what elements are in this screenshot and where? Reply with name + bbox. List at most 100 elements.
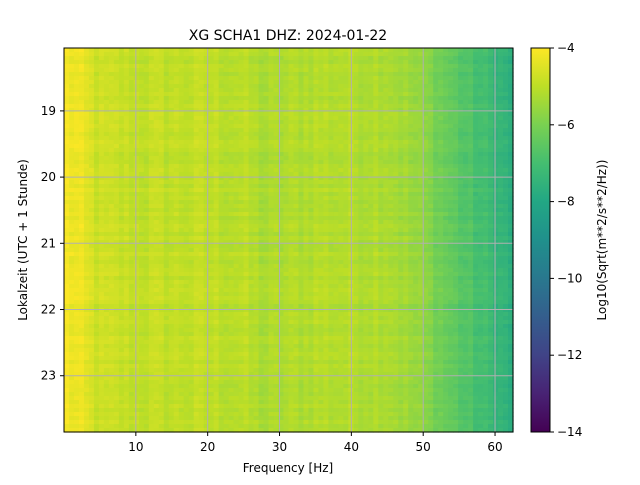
heatmap-cell (333, 172, 339, 177)
heatmap-cell (438, 220, 444, 225)
heatmap-cell (113, 216, 120, 221)
heatmap-cell (403, 112, 409, 117)
heatmap-cell (118, 256, 125, 261)
heatmap-cell (353, 192, 359, 197)
heatmap-cell (383, 88, 389, 93)
heatmap-cell (383, 256, 389, 261)
heatmap-cell (428, 208, 434, 213)
heatmap-cell (73, 176, 80, 181)
heatmap-cell (443, 232, 449, 237)
heatmap-cell (433, 48, 439, 53)
heatmap-cell (458, 160, 464, 165)
heatmap-cell (153, 128, 160, 133)
heatmap-cell (183, 112, 190, 117)
heatmap-cell (183, 180, 190, 185)
heatmap-cell (343, 224, 349, 229)
heatmap-cell (198, 192, 205, 197)
heatmap-cell (218, 160, 225, 165)
heatmap-cell (288, 244, 295, 249)
heatmap-cell (298, 172, 305, 177)
heatmap-cell (303, 100, 310, 105)
heatmap-cell (203, 188, 210, 193)
heatmap-cell (288, 100, 295, 105)
heatmap-cell (203, 60, 210, 65)
heatmap-cell (243, 152, 250, 157)
heatmap-cell (193, 204, 200, 209)
heatmap-cell (158, 184, 165, 189)
heatmap-cell (433, 224, 439, 229)
heatmap-cell (448, 256, 454, 261)
heatmap-cell (158, 224, 165, 229)
heatmap-cell (178, 224, 185, 229)
heatmap-cell (278, 220, 285, 225)
heatmap-cell (133, 216, 140, 221)
heatmap-cell (398, 220, 404, 225)
heatmap-cell (323, 76, 330, 81)
heatmap-cell (253, 196, 260, 201)
heatmap-cell (313, 84, 320, 89)
heatmap-cell (388, 100, 394, 105)
heatmap-cell (368, 72, 374, 77)
heatmap-cell (278, 200, 285, 205)
heatmap-cell (273, 120, 280, 125)
heatmap-cell (268, 204, 275, 209)
heatmap-cell (83, 168, 90, 173)
heatmap-cell (93, 120, 100, 125)
heatmap-cell (268, 188, 275, 193)
heatmap-cell (278, 116, 285, 121)
heatmap-cell (493, 48, 499, 53)
heatmap-cell (423, 148, 429, 153)
heatmap-cell (288, 96, 295, 101)
heatmap-cell (298, 220, 305, 225)
heatmap-cell (273, 128, 280, 133)
heatmap-cell (243, 196, 250, 201)
heatmap-cell (298, 156, 305, 161)
heatmap-cell (343, 264, 349, 269)
heatmap-cell (213, 164, 220, 169)
heatmap-cell (183, 152, 190, 157)
heatmap-cell (173, 132, 180, 137)
heatmap-cell (208, 72, 215, 77)
heatmap-cell (83, 224, 90, 229)
heatmap-cell (288, 56, 295, 61)
heatmap-cell (468, 52, 474, 57)
heatmap-cell (278, 104, 285, 109)
heatmap-cell (388, 168, 394, 173)
heatmap-cell (378, 252, 384, 257)
heatmap-cell (113, 96, 120, 101)
heatmap-cell (228, 196, 235, 201)
heatmap-cell (508, 88, 514, 93)
heatmap-cell (368, 124, 374, 129)
heatmap-cell (398, 204, 404, 209)
heatmap-cell (263, 184, 270, 189)
heatmap-cell (93, 244, 100, 249)
heatmap-cell (318, 80, 325, 85)
heatmap-cell (413, 260, 419, 265)
heatmap-cell (473, 216, 479, 221)
heatmap-cell (428, 108, 434, 113)
heatmap-cell (473, 184, 479, 189)
heatmap-cell (313, 244, 320, 249)
heatmap-cell (498, 108, 504, 113)
heatmap-cell (73, 240, 80, 245)
heatmap-cell (303, 124, 310, 129)
heatmap-cell (403, 256, 409, 261)
heatmap-cell (138, 72, 145, 77)
heatmap-cell (413, 124, 419, 129)
heatmap-cell (68, 248, 75, 253)
heatmap-cell (64, 52, 70, 57)
heatmap-cell (118, 236, 125, 241)
heatmap-cell (328, 224, 334, 229)
heatmap-cell (208, 168, 215, 173)
heatmap-cell (218, 140, 225, 145)
heatmap-cell (458, 200, 464, 205)
heatmap-cell (143, 48, 150, 53)
heatmap-cell (188, 260, 195, 265)
heatmap-cell (343, 188, 349, 193)
heatmap-cell (373, 136, 379, 141)
heatmap-cell (503, 256, 509, 261)
heatmap-cell (208, 196, 215, 201)
heatmap-cell (343, 112, 349, 117)
heatmap-cell (378, 224, 384, 229)
heatmap-cell (303, 108, 310, 113)
